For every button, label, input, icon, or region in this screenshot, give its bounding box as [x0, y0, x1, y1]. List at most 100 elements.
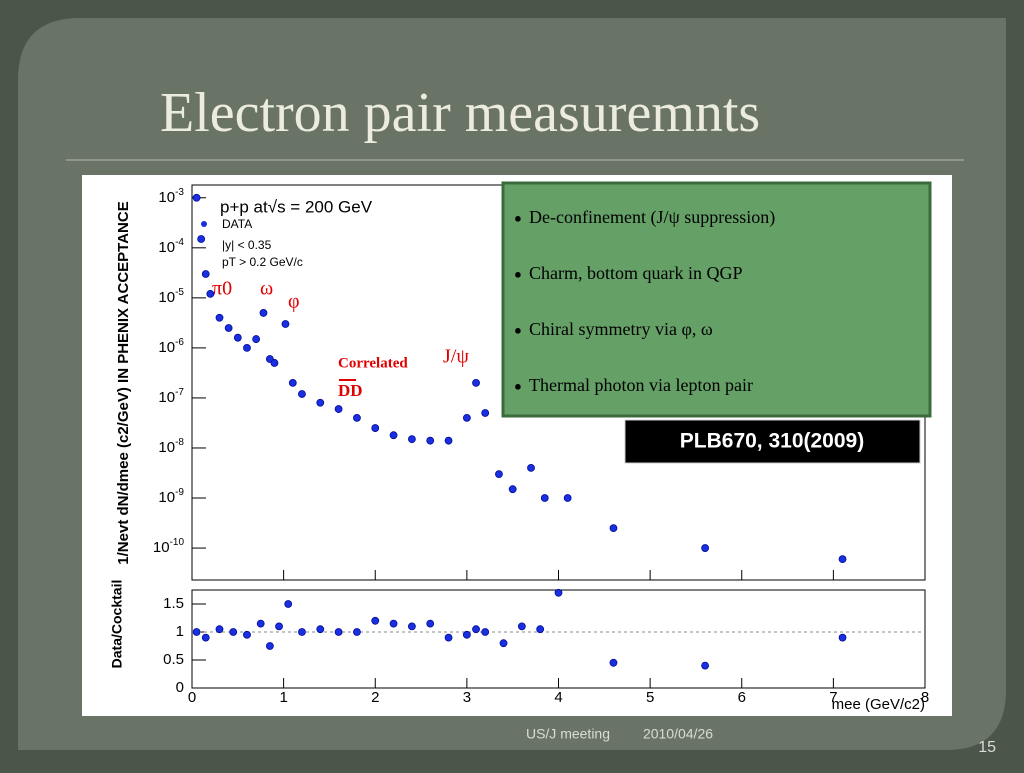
data-point: [316, 625, 325, 634]
bullet-text: De-confinement (J/ψ suppression): [529, 207, 775, 228]
data-point: [609, 524, 618, 533]
reference: PLB670, 310(2009): [680, 430, 864, 453]
data-point: [481, 628, 490, 636]
y-tick-label: 10-3: [158, 186, 184, 205]
data-point: [298, 390, 306, 398]
y-axis-label: Data/Cocktail: [109, 580, 125, 669]
data-point: [371, 616, 380, 625]
x-tick-label: 7: [829, 689, 837, 706]
x-tick-label: 2: [371, 689, 379, 706]
footer-date: 2010/04/26: [643, 726, 713, 742]
y-tick-label: 1.5: [163, 595, 184, 612]
data-point: [838, 633, 847, 642]
annotation: DD: [338, 381, 363, 400]
y-tick-label: 10-10: [153, 537, 185, 556]
system-label: p+p at√s = 200 GeV: [220, 197, 373, 216]
data-point: [495, 470, 503, 479]
data-point: [389, 431, 398, 440]
data-point: [215, 625, 224, 634]
legend-marker: [201, 221, 207, 227]
data-point: [407, 622, 416, 631]
annotation: J/ψ: [443, 346, 469, 368]
annotation: ω: [260, 278, 273, 300]
y-tick-base: 10: [158, 189, 175, 206]
data-point: [229, 628, 238, 636]
data-point: [201, 270, 210, 278]
x-tick-label: 1: [279, 689, 287, 706]
y-tick-exp: -6: [175, 337, 184, 348]
bullet-text: Thermal photon via lepton pair: [529, 375, 753, 395]
data-point: [288, 378, 297, 387]
data-point: [481, 409, 490, 417]
data-point: [701, 544, 709, 552]
bullet-dot: ●: [514, 322, 522, 337]
y-tick-exp: -9: [175, 487, 184, 498]
x-tick-label: 0: [188, 689, 196, 706]
data-point: [472, 625, 480, 634]
data-point: [197, 235, 206, 243]
data-point: [462, 630, 471, 639]
data-point: [536, 625, 545, 634]
y-tick-exp: -4: [175, 236, 184, 247]
slide-title: Electron pair measuremnts: [160, 82, 760, 144]
data-point: [243, 630, 251, 639]
cut-label: |y| < 0.35: [222, 238, 272, 252]
annotation: π0: [212, 278, 232, 300]
y-tick-base: 10: [158, 289, 175, 306]
bullet-dot: ●: [514, 210, 522, 225]
y-tick-label: 0.5: [163, 651, 184, 668]
data-point: [353, 413, 361, 422]
y-tick-base: 10: [158, 439, 175, 456]
data-point: [192, 628, 201, 636]
data-point: [298, 628, 306, 636]
y-tick-label: 10-9: [158, 487, 184, 506]
data-point: [275, 622, 283, 631]
y-tick-exp: -7: [175, 387, 184, 398]
footer-event: US/J meeting: [526, 726, 610, 742]
data-point: [609, 658, 618, 667]
annotation: φ: [288, 291, 300, 313]
y-tick-label: 10-8: [158, 437, 184, 456]
cut-label: pT > 0.2 GeV/c: [222, 255, 303, 269]
x-tick-label: 4: [554, 689, 562, 706]
y-tick-base: 10: [158, 489, 175, 506]
page-number: 15: [978, 739, 996, 756]
data-point: [353, 628, 361, 636]
data-point: [508, 485, 517, 494]
data-point: [701, 661, 709, 670]
x-tick-label: 3: [463, 689, 471, 706]
data-point: [472, 378, 480, 387]
data-point: [540, 494, 549, 502]
data-point: [444, 633, 453, 642]
y-axis-label: 1/Nevt dN/dmee (c2/GeV) IN PHENIX ACCEPT…: [115, 201, 132, 564]
data-point: [517, 622, 526, 631]
data-point: [334, 405, 343, 413]
y-tick-base: 10: [153, 539, 170, 556]
annotation: Correlated: [338, 355, 408, 371]
data-point: [224, 324, 233, 332]
data-point: [270, 359, 279, 367]
data-point: [265, 642, 274, 650]
data-point: [259, 309, 268, 317]
data-point: [281, 320, 290, 328]
y-tick-exp: -10: [170, 537, 185, 548]
data-point: [206, 289, 215, 298]
bullet-text: Charm, bottom quark in QGP: [529, 263, 743, 283]
y-tick-label: 1: [176, 623, 184, 640]
x-tick-label: 8: [921, 689, 929, 706]
data-point: [201, 633, 210, 642]
y-tick-label: 10-4: [158, 236, 184, 255]
data-point: [334, 628, 343, 636]
data-point: [252, 335, 261, 343]
y-tick-base: 10: [158, 389, 175, 406]
data-point: [192, 193, 201, 202]
x-tick-label: 6: [738, 689, 746, 706]
y-tick-label: 10-5: [158, 286, 184, 305]
data-point: [554, 588, 563, 597]
y-tick-base: 10: [158, 339, 175, 356]
x-tick-label: 5: [646, 689, 654, 706]
data-point: [316, 398, 325, 407]
data-point: [389, 619, 398, 628]
y-tick-label: 10-7: [158, 387, 184, 406]
